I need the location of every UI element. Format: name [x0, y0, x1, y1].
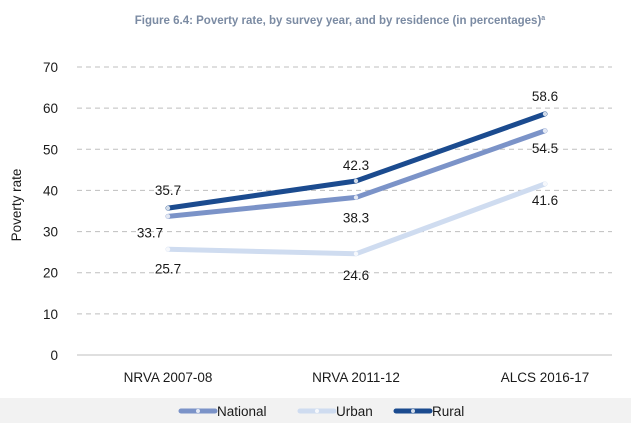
legend: National Urban Rural — [178, 404, 464, 419]
legend-label-urban: Urban — [336, 404, 373, 419]
chart-title-main: Figure 6.4: Poverty rate, by survey year… — [135, 15, 542, 27]
chart-title-superscript: a — [541, 15, 545, 22]
y-axis-title: Poverty rate — [9, 169, 24, 242]
data-label-urban: 25.7 — [155, 261, 181, 276]
y-tick-label: 10 — [43, 307, 58, 322]
data-point-national — [353, 195, 359, 200]
legend-label-national: National — [217, 404, 267, 419]
data-point-rural — [542, 111, 548, 117]
data-label-national: 54.5 — [532, 141, 558, 156]
y-tick-label: 70 — [43, 60, 58, 75]
data-label-rural: 58.6 — [532, 89, 558, 104]
data-label-national: 38.3 — [343, 210, 369, 225]
legend-label-rural: Rural — [432, 404, 464, 419]
y-tick-label: 60 — [43, 101, 58, 116]
y-tick-label: 20 — [43, 266, 58, 281]
chart-title: Figure 6.4: Poverty rate, by survey year… — [135, 15, 546, 27]
y-axis-ticks: 0 10 20 30 40 50 60 70 — [43, 60, 58, 363]
data-label-national: 33.7 — [137, 225, 163, 240]
data-label-urban: 24.6 — [343, 268, 369, 283]
legend-marker-urban — [315, 409, 319, 413]
data-point-national — [542, 128, 548, 133]
data-point-urban — [165, 247, 171, 252]
x-tick-label: NRVA 2011-12 — [312, 370, 400, 385]
data-point-rural — [353, 178, 359, 184]
y-tick-label: 0 — [50, 348, 58, 363]
series-lines — [165, 111, 548, 257]
y-tick-label: 30 — [43, 225, 58, 240]
x-tick-label: NRVA 2007-08 — [124, 370, 213, 385]
data-label-rural: 42.3 — [343, 158, 369, 173]
x-axis-ticks: NRVA 2007-08 NRVA 2011-12 ALCS 2016-17 — [124, 370, 590, 385]
data-point-urban — [542, 181, 548, 187]
data-labels: 33.7 38.3 54.5 25.7 24.6 41.6 35.7 42.3 58.6 — [137, 89, 558, 283]
data-label-urban: 41.6 — [532, 193, 558, 208]
data-point-national — [165, 214, 171, 219]
x-tick-label: ALCS 2016-17 — [501, 370, 590, 385]
data-point-urban — [353, 251, 359, 256]
data-point-rural — [165, 205, 171, 211]
y-tick-label: 40 — [43, 183, 58, 198]
y-tick-label: 50 — [43, 142, 58, 157]
legend-marker-rural — [411, 409, 415, 413]
data-label-rural: 35.7 — [155, 183, 181, 198]
legend-marker-national — [196, 409, 200, 413]
